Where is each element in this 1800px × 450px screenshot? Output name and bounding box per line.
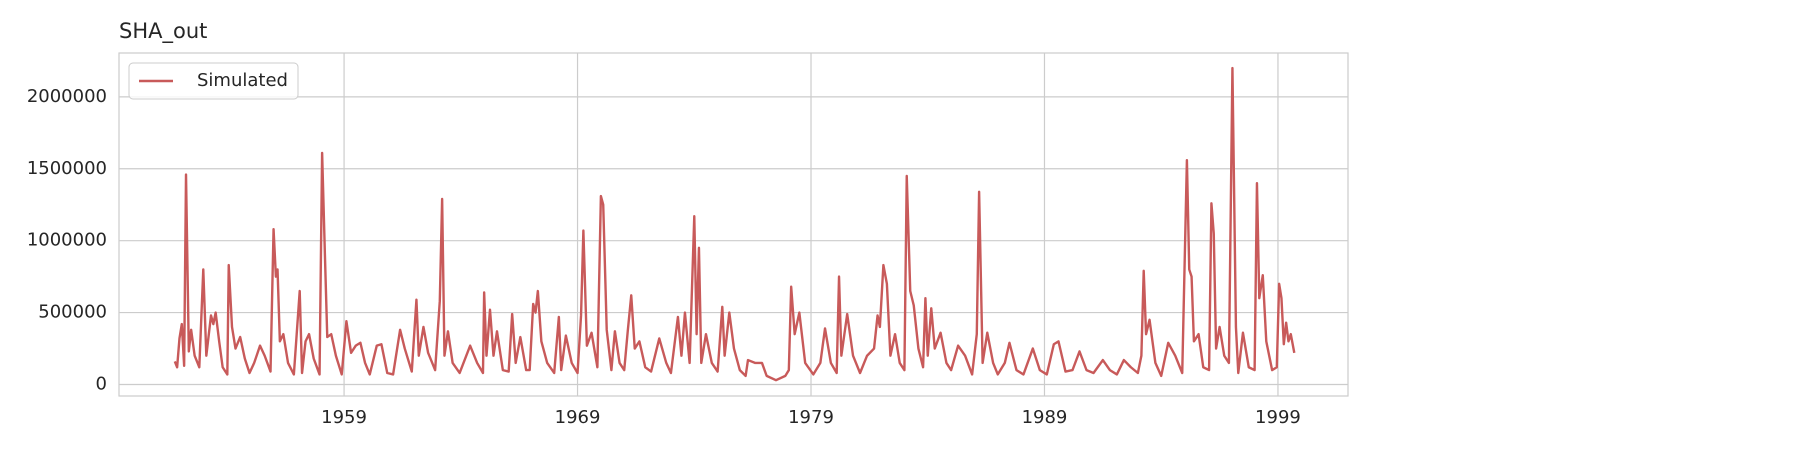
x-tick-label: 1959 xyxy=(321,407,367,428)
y-tick-label: 500000 xyxy=(38,302,107,323)
data-line xyxy=(173,66,1296,382)
x-tick-label: 1989 xyxy=(1022,407,1068,428)
y-tick-label: 2000000 xyxy=(27,86,107,107)
x-tick-label: 1969 xyxy=(555,407,601,428)
x-tick-label: 1979 xyxy=(788,407,834,428)
plot-frame xyxy=(118,52,1349,397)
x-tick-label: 1999 xyxy=(1255,407,1301,428)
chart-title: SHA_out xyxy=(119,19,207,44)
y-tick-label: 1500000 xyxy=(27,158,107,179)
y-tick-label: 0 xyxy=(96,373,107,394)
legend-label: Simulated xyxy=(197,70,288,91)
legend-box xyxy=(128,62,299,100)
y-tick-label: 1000000 xyxy=(27,230,107,251)
